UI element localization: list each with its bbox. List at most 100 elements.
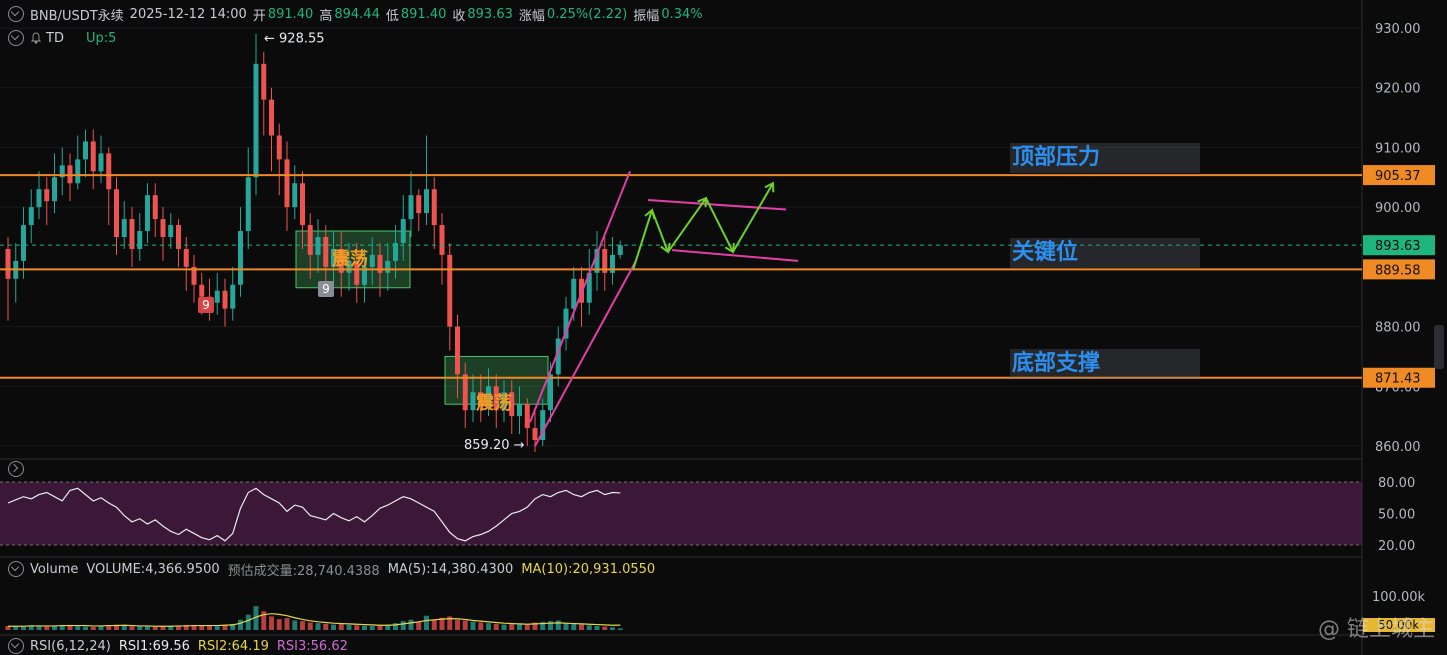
volume-bar	[579, 624, 584, 630]
td-name: TD	[46, 30, 64, 46]
volume-bar	[52, 625, 57, 630]
volume-bar	[121, 625, 127, 630]
expand-icon[interactable]	[8, 461, 24, 477]
volume-bar	[517, 624, 522, 630]
amplitude-label: 振幅	[633, 8, 660, 24]
volume-bar	[214, 626, 220, 630]
volume-tick-label: 50.00k	[1378, 618, 1419, 632]
volume-bar	[408, 619, 414, 630]
price-level-text: 889.58	[1375, 263, 1421, 278]
td9-marker-b: 9	[318, 281, 334, 297]
channel-lower-line	[534, 260, 637, 447]
candle-body	[501, 392, 507, 411]
candle-body	[214, 290, 220, 303]
volume-bar	[176, 625, 181, 630]
bottom-support-bg	[1010, 349, 1200, 379]
candle-body	[106, 153, 112, 190]
volume-bar	[21, 626, 26, 630]
volume-bar	[269, 616, 274, 630]
volume-bar	[501, 624, 507, 630]
volume-bar	[253, 606, 259, 630]
candle-body	[610, 254, 615, 273]
key-level-bg	[1010, 238, 1200, 268]
volume-bar	[238, 619, 243, 630]
volume-bar	[315, 623, 321, 630]
amplitude-value: 0.34%	[661, 6, 703, 22]
candle-body	[594, 248, 600, 273]
candle-body	[137, 231, 143, 249]
volume-bar	[160, 626, 166, 630]
projection-arrow	[632, 209, 653, 271]
candle-body	[152, 195, 158, 220]
price-tick-label: 930.00	[1375, 22, 1421, 37]
candle-body	[44, 189, 50, 202]
consolidation-label-2: 震荡	[476, 393, 512, 414]
candle-body	[52, 177, 57, 202]
candle-body	[269, 99, 274, 136]
volume-bar	[59, 625, 65, 630]
candle-body	[462, 374, 468, 411]
grid-lines	[0, 0, 1363, 655]
candle-body	[455, 326, 460, 375]
candle-body	[75, 159, 81, 184]
volume-bar	[594, 625, 600, 630]
candle-body	[617, 245, 623, 255]
volume-panel: 100.00k 50.00k	[5, 590, 1435, 632]
volume-bar	[362, 625, 367, 630]
candle-body	[160, 219, 166, 237]
rsi2-value: RSI2:64.19	[197, 638, 269, 654]
candle-body	[315, 237, 321, 255]
bell-icon[interactable]	[30, 32, 42, 44]
collapse-icon[interactable]	[8, 561, 24, 577]
volume-bar	[602, 626, 608, 630]
top-resistance-label: 顶部压力	[1012, 145, 1101, 170]
candle-body	[424, 189, 429, 214]
volume-bar	[548, 621, 553, 630]
candle-body	[276, 135, 282, 160]
volume-bar	[307, 622, 313, 630]
collapse-icon[interactable]	[8, 30, 24, 46]
candle-body	[493, 386, 499, 411]
candle-body	[532, 428, 538, 441]
candle-body	[377, 254, 383, 273]
projection-arrow	[667, 197, 707, 253]
volume-bar	[447, 616, 453, 630]
top-resistance-bg	[1010, 143, 1200, 173]
projection-arrow	[651, 209, 669, 253]
candle-body	[191, 266, 197, 285]
volume-ma-line	[8, 613, 621, 627]
candle-body	[121, 219, 127, 237]
price-level-text: 871.43	[1375, 372, 1421, 387]
candle-body	[98, 153, 104, 172]
candle-body	[21, 225, 26, 261]
collapse-icon[interactable]	[8, 638, 24, 654]
candle-body	[129, 219, 135, 249]
volume-bar	[199, 625, 205, 630]
volume-bar	[145, 625, 150, 630]
candle-body	[517, 404, 522, 417]
candle-body	[470, 392, 476, 411]
candle-body	[114, 189, 119, 237]
candle-body	[145, 195, 150, 232]
candle-body	[28, 207, 34, 226]
volume-current-tag	[1363, 618, 1435, 632]
price-tick-label: 900.00	[1375, 201, 1421, 216]
high-value: 894.44	[334, 6, 380, 22]
candle-body	[300, 183, 305, 226]
high-marker: ← 928.55	[264, 32, 325, 47]
volume-bar	[222, 624, 228, 630]
volume-bar	[191, 625, 197, 630]
candle-body	[416, 195, 422, 214]
price-tick-label: 910.00	[1375, 141, 1421, 156]
collapse-icon[interactable]	[8, 6, 24, 22]
candle-body	[354, 260, 360, 285]
candle-body	[393, 242, 398, 261]
candle-body	[509, 392, 515, 417]
candle-body	[323, 237, 329, 267]
candle-body	[83, 141, 88, 160]
volume-estimated: 预估成交量:28,740.4388	[227, 563, 380, 579]
candle-body	[385, 260, 391, 273]
candle-body	[486, 386, 491, 405]
volume-bar	[300, 621, 305, 630]
volume-tick-label: 100.00k	[1372, 590, 1425, 605]
